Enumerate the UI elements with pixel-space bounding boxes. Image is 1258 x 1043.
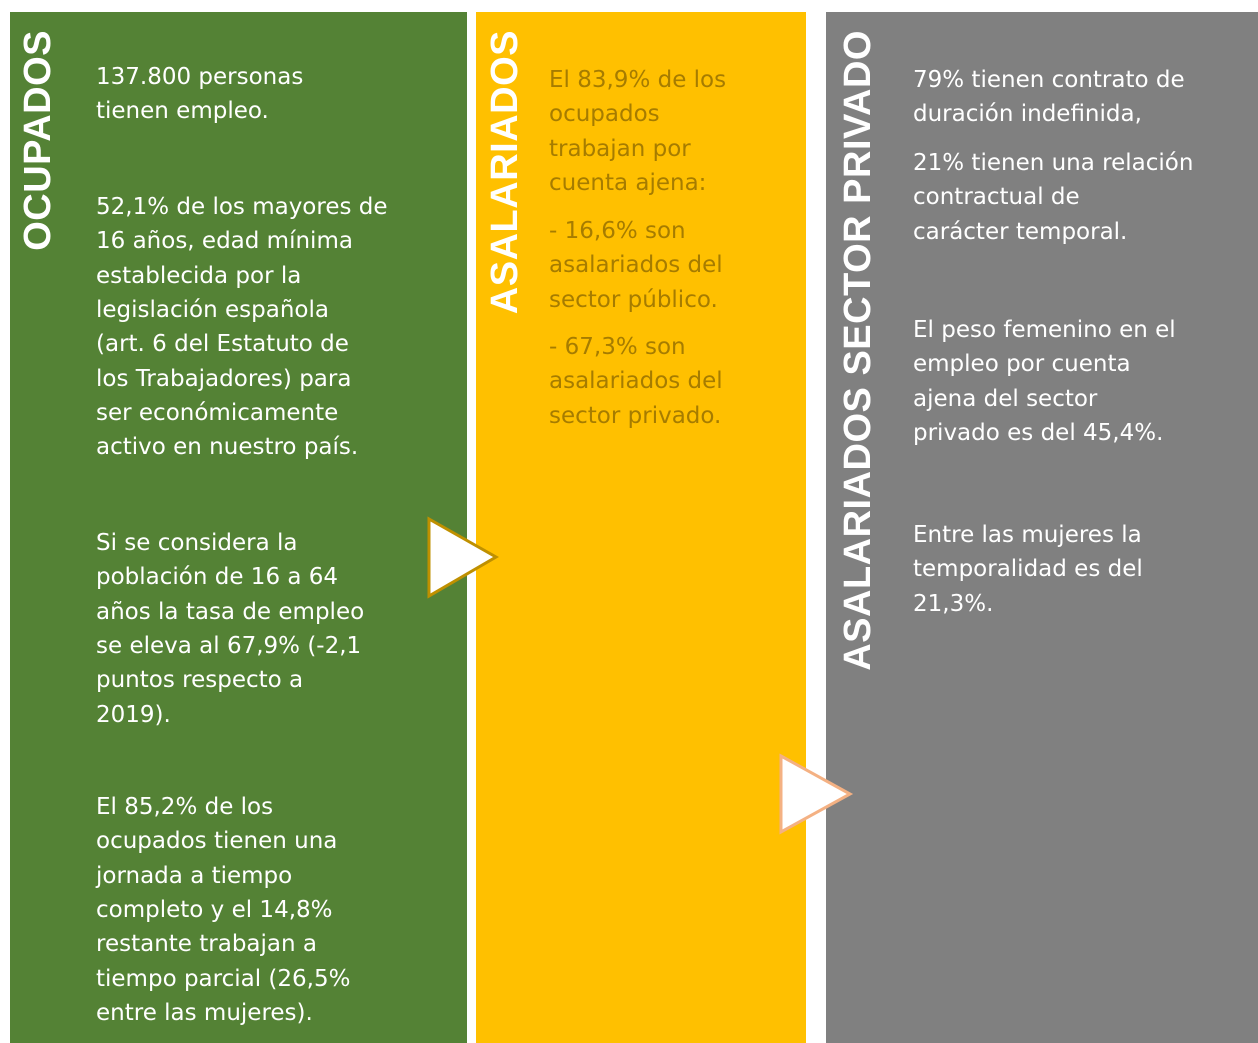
text-line: jornada a tiempo <box>96 862 293 889</box>
text-line: ocupados <box>549 101 660 128</box>
text-line: legislación española <box>96 296 329 323</box>
text-line: sector público. <box>549 286 718 313</box>
text-line: 52,1% de los mayores de <box>96 194 388 220</box>
text-line: asalariados del <box>549 368 723 395</box>
text-line: contractual de <box>913 184 1080 211</box>
text-line: ajena del sector <box>913 385 1098 412</box>
text-line: El 85,2% de los <box>96 794 274 820</box>
panel-sector-privado <box>826 12 1258 1043</box>
panel-title: OCUPADOS <box>17 30 59 251</box>
panel-title: ASALARIADOS SECTOR PRIVADO <box>837 30 879 671</box>
text-line: duración indefinida, <box>913 101 1142 128</box>
arrow <box>427 516 500 599</box>
text-line: ser económicamente <box>96 399 339 426</box>
text-line: los Trabajadores) para <box>96 365 352 392</box>
text-line: tienen empleo. <box>96 98 269 125</box>
text-line: El 83,9% de los <box>549 67 727 93</box>
text-line: cuenta ajena: <box>549 169 707 196</box>
text-line: puntos respecto a <box>96 667 304 694</box>
text-line: Si se considera la <box>96 530 298 556</box>
text-line: trabajan por <box>549 135 691 162</box>
text-line: establecida por la <box>96 262 302 289</box>
panel-ocupados <box>10 12 467 1043</box>
text-line: completo y el 14,8% <box>96 896 333 923</box>
text-line: tiempo parcial (26,5% <box>96 965 351 992</box>
text-line: - 16,6% son <box>549 218 686 244</box>
panel-asalariados <box>476 12 806 1043</box>
text-line: El peso femenino en el <box>913 317 1176 343</box>
text-line: 2019). <box>96 701 171 728</box>
text-line: Entre las mujeres la <box>913 522 1142 548</box>
text-line: entre las mujeres). <box>96 999 313 1026</box>
text-line: - 67,3% son <box>549 334 686 360</box>
panel-title: ASALARIADOS <box>484 30 526 315</box>
text-line: 79% tienen contrato de <box>913 67 1185 93</box>
arrow <box>779 753 854 835</box>
text-line: ocupados tienen una <box>96 828 338 855</box>
text-line: años la tasa de empleo <box>96 598 365 625</box>
text-line: empleo por cuenta <box>913 351 1131 378</box>
text-line: sector privado. <box>549 402 722 429</box>
text-line: temporalidad es del <box>913 556 1143 583</box>
text-line: privado es del 45,4%. <box>913 419 1164 446</box>
text-line: (art. 6 del Estatuto de <box>96 331 349 358</box>
text-line: se eleva al 67,9% (-2,1 <box>96 632 362 659</box>
text-line: asalariados del <box>549 252 723 279</box>
text-line: población de 16 a 64 <box>96 564 339 591</box>
text-line: carácter temporal. <box>913 218 1128 245</box>
text-line: 137.800 personas <box>96 64 304 90</box>
text-line: restante trabajan a <box>96 931 317 958</box>
text-line: 21,3%. <box>913 590 994 617</box>
text-line: activo en nuestro país. <box>96 434 359 461</box>
text-line: 16 años, edad mínima <box>96 228 353 255</box>
text-line: 21% tienen una relación <box>913 150 1194 176</box>
